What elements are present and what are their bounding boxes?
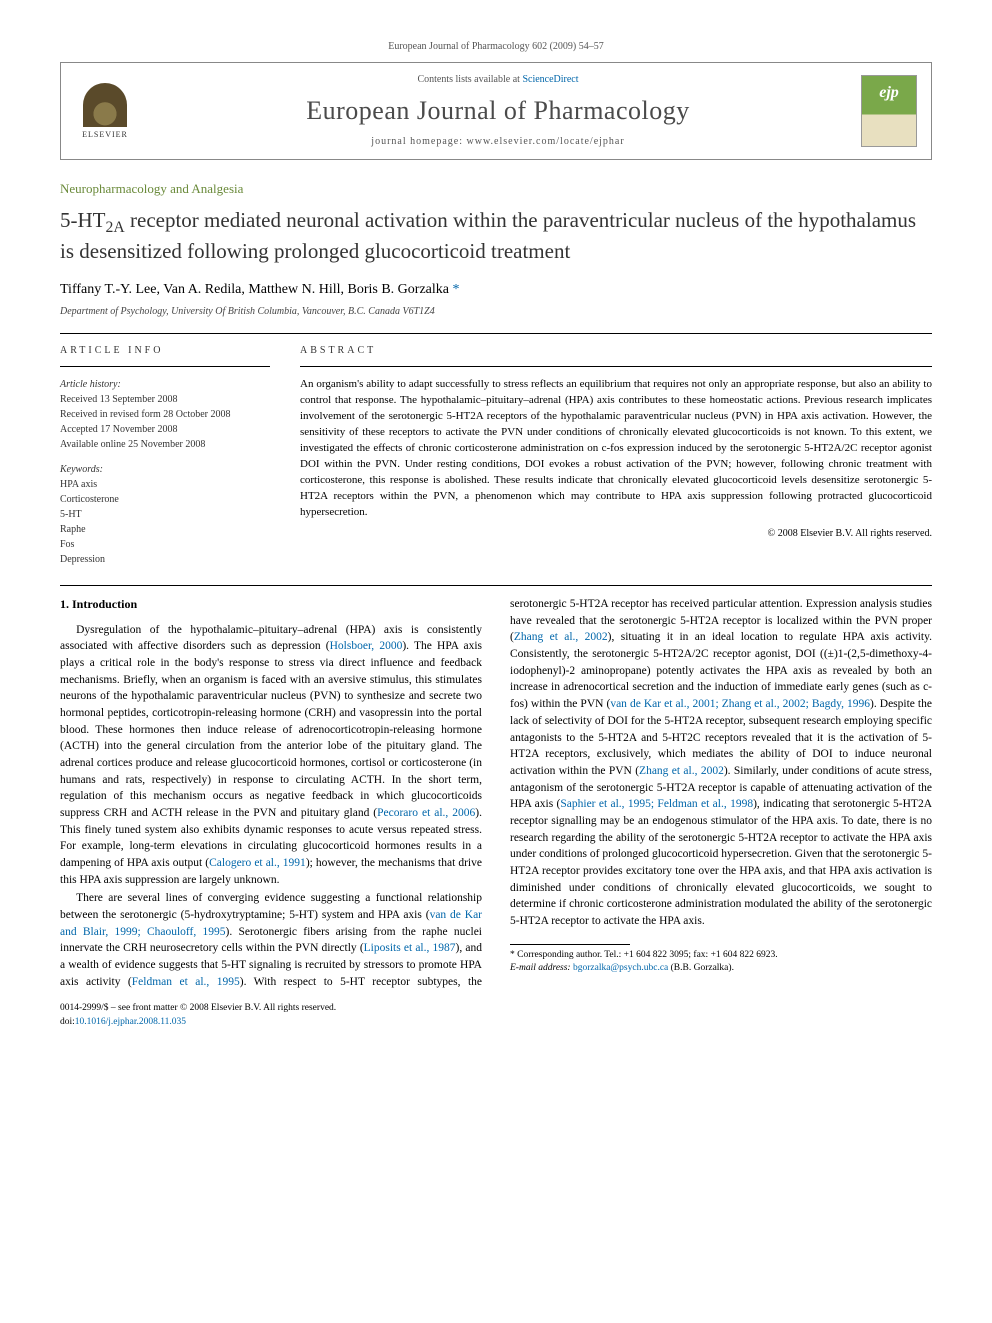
email-line: E-mail address: bgorzalka@psych.ubc.ca (… (510, 962, 932, 975)
sciencedirect-link[interactable]: ScienceDirect (522, 74, 578, 85)
info-abstract-row: ARTICLE INFO Article history: Received 1… (60, 344, 932, 567)
header-center: Contents lists available at ScienceDirec… (135, 73, 861, 149)
elsevier-label: ELSEVIER (82, 129, 128, 140)
citation-link[interactable]: Zhang et al., 2002 (514, 631, 608, 643)
body-text: 1. Introduction Dysregulation of the hyp… (60, 596, 932, 990)
abstract-copyright: © 2008 Elsevier B.V. All rights reserved… (300, 527, 932, 541)
section-label: Neuropharmacology and Analgesia (60, 180, 932, 198)
article-history: Article history: Received 13 September 2… (60, 377, 270, 567)
article-info-column: ARTICLE INFO Article history: Received 1… (60, 344, 270, 567)
homepage-line: journal homepage: www.elsevier.com/locat… (135, 135, 861, 149)
abstract-heading: ABSTRACT (300, 344, 932, 358)
keyword: 5-HT (60, 509, 82, 520)
history-label: Article history: (60, 379, 121, 390)
online-date: Available online 25 November 2008 (60, 439, 205, 450)
elsevier-logo: ELSEVIER (75, 76, 135, 146)
email-label: E-mail address: (510, 963, 573, 973)
running-header: European Journal of Pharmacology 602 (20… (60, 40, 932, 54)
article-title: 5-HT2A receptor mediated neuronal activa… (60, 207, 932, 266)
received-date: Received 13 September 2008 (60, 394, 177, 405)
abstract-column: ABSTRACT An organism's ability to adapt … (300, 344, 932, 567)
affiliation: Department of Psychology, University Of … (60, 305, 932, 319)
front-matter-line: 0014-2999/$ – see front matter © 2008 El… (60, 1002, 336, 1015)
doi-line: doi:10.1016/j.ejphar.2008.11.035 (60, 1016, 336, 1029)
homepage-prefix: journal homepage: (371, 136, 466, 147)
doi-link[interactable]: 10.1016/j.ejphar.2008.11.035 (75, 1017, 186, 1027)
contents-prefix: Contents lists available at (417, 74, 522, 85)
email-link[interactable]: bgorzalka@psych.ubc.ca (573, 963, 668, 973)
footnote-separator (510, 944, 630, 945)
citation-link[interactable]: Saphier et al., 1995; Feldman et al., 19… (560, 798, 753, 810)
author-list: Tiffany T.-Y. Lee, Van A. Redila, Matthe… (60, 280, 932, 300)
authors-names: Tiffany T.-Y. Lee, Van A. Redila, Matthe… (60, 282, 452, 297)
keyword: Fos (60, 539, 74, 550)
keywords-label: Keywords: (60, 462, 270, 477)
keyword: Corticosterone (60, 494, 119, 505)
revised-date: Received in revised form 28 October 2008 (60, 409, 231, 420)
citation-link[interactable]: Calogero et al., 1991 (209, 857, 306, 869)
corresponding-footnote: * Corresponding author. Tel.: +1 604 822… (510, 949, 932, 976)
citation-link[interactable]: Holsboer, 2000 (330, 640, 403, 652)
page-footer: 0014-2999/$ – see front matter © 2008 El… (60, 1002, 932, 1029)
divider (60, 585, 932, 586)
elsevier-tree-icon (83, 83, 127, 127)
journal-cover-thumbnail: ejp (861, 75, 917, 147)
keyword: Depression (60, 554, 105, 565)
intro-heading: 1. Introduction (60, 596, 482, 613)
keyword: Raphe (60, 524, 86, 535)
article-info-heading: ARTICLE INFO (60, 344, 270, 358)
cover-badge: ejp (879, 82, 899, 104)
citation-link[interactable]: Liposits et al., 1987 (364, 942, 456, 954)
citation-link[interactable]: Pecoraro et al., 2006 (377, 807, 475, 819)
divider (60, 366, 270, 367)
corr-author-line: * Corresponding author. Tel.: +1 604 822… (510, 949, 932, 962)
email-suffix: (B.B. Gorzalka). (668, 963, 734, 973)
citation-link[interactable]: van de Kar et al., 2001; Zhang et al., 2… (610, 698, 870, 710)
abstract-text: An organism's ability to adapt successfu… (300, 377, 932, 520)
keyword: HPA axis (60, 479, 97, 490)
homepage-url: www.elsevier.com/locate/ejphar (467, 136, 625, 147)
journal-name: European Journal of Pharmacology (135, 93, 861, 129)
corresponding-mark[interactable]: * (452, 282, 459, 297)
footer-left: 0014-2999/$ – see front matter © 2008 El… (60, 1002, 336, 1029)
divider (300, 366, 932, 367)
accepted-date: Accepted 17 November 2008 (60, 424, 177, 435)
divider (60, 333, 932, 334)
body-paragraph: Dysregulation of the hypothalamic–pituit… (60, 622, 482, 889)
journal-header-box: ELSEVIER Contents lists available at Sci… (60, 62, 932, 160)
citation-link[interactable]: Zhang et al., 2002 (639, 765, 724, 777)
citation-link[interactable]: Feldman et al., 1995 (132, 976, 240, 988)
contents-line: Contents lists available at ScienceDirec… (135, 73, 861, 87)
